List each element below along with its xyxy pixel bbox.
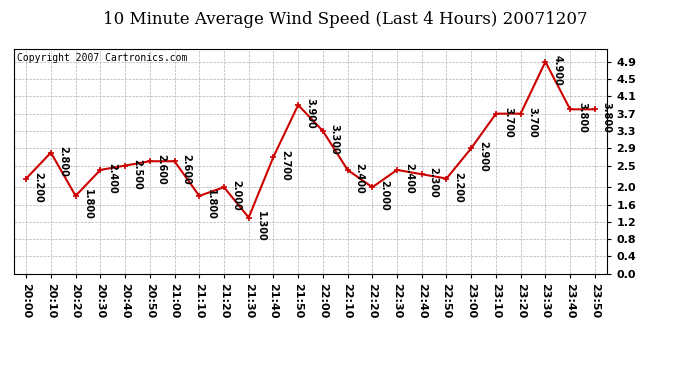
Text: 2.000: 2.000: [231, 180, 241, 211]
Text: Copyright 2007 Cartronics.com: Copyright 2007 Cartronics.com: [17, 53, 187, 63]
Text: 1.300: 1.300: [255, 210, 266, 241]
Text: 2.300: 2.300: [428, 167, 439, 198]
Text: 1.800: 1.800: [206, 189, 216, 220]
Text: 2.500: 2.500: [132, 159, 142, 189]
Text: 3.700: 3.700: [503, 107, 513, 138]
Text: 2.600: 2.600: [157, 154, 167, 185]
Text: 3.700: 3.700: [528, 107, 538, 138]
Text: 2.800: 2.800: [58, 146, 68, 177]
Text: 3.300: 3.300: [330, 124, 339, 155]
Text: 2.400: 2.400: [107, 163, 117, 194]
Text: 3.800: 3.800: [577, 102, 587, 133]
Text: 2.900: 2.900: [478, 141, 488, 172]
Text: 2.400: 2.400: [355, 163, 364, 194]
Text: 2.700: 2.700: [280, 150, 290, 181]
Text: 2.200: 2.200: [33, 172, 43, 202]
Text: 10 Minute Average Wind Speed (Last 4 Hours) 20071207: 10 Minute Average Wind Speed (Last 4 Hou…: [103, 11, 587, 28]
Text: 2.400: 2.400: [404, 163, 414, 194]
Text: 3.800: 3.800: [602, 102, 612, 133]
Text: 2.200: 2.200: [453, 172, 464, 202]
Text: 3.900: 3.900: [305, 98, 315, 129]
Text: 2.600: 2.600: [181, 154, 191, 185]
Text: 1.800: 1.800: [83, 189, 92, 220]
Text: 2.000: 2.000: [380, 180, 389, 211]
Text: 4.900: 4.900: [552, 55, 562, 86]
